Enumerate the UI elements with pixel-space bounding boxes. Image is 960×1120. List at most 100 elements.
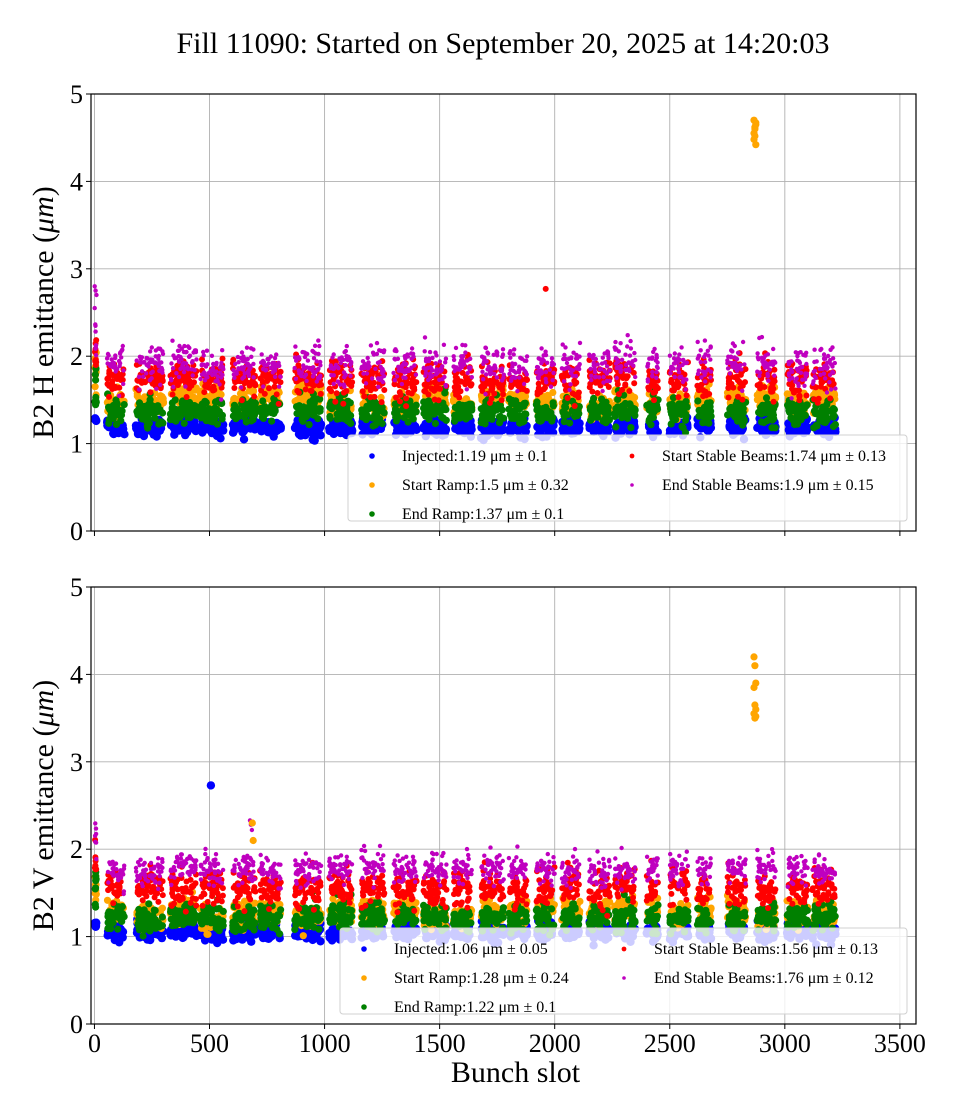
data-point xyxy=(430,368,435,373)
data-point xyxy=(600,388,605,394)
data-point xyxy=(649,356,655,361)
data-point xyxy=(332,398,339,405)
data-point xyxy=(676,366,681,371)
scatter-points xyxy=(90,322,840,445)
data-point xyxy=(789,359,794,364)
data-point xyxy=(169,361,174,366)
data-point xyxy=(645,377,650,382)
data-point xyxy=(571,420,580,429)
data-point xyxy=(272,374,278,379)
data-point xyxy=(443,382,448,388)
data-point xyxy=(188,382,195,389)
data-point xyxy=(632,350,637,356)
data-point xyxy=(411,354,416,359)
data-point xyxy=(120,343,126,349)
data-point xyxy=(624,408,632,416)
data-point xyxy=(275,400,282,407)
data-point xyxy=(631,363,636,368)
legend-item: End Stable Beams:1.9 μm ± 0.15 xyxy=(630,477,874,494)
data-point xyxy=(481,361,486,367)
data-point xyxy=(179,357,184,362)
data-point xyxy=(466,365,471,370)
data-point xyxy=(391,409,399,417)
data-point xyxy=(268,417,276,425)
data-point xyxy=(272,368,277,373)
data-point xyxy=(314,359,319,364)
data-point xyxy=(601,374,606,380)
data-point xyxy=(678,374,684,379)
data-point xyxy=(508,349,513,354)
data-point xyxy=(375,360,381,365)
data-point xyxy=(643,401,651,409)
data-point xyxy=(618,341,623,346)
data-point xyxy=(650,389,657,396)
data-point xyxy=(547,367,552,372)
data-point xyxy=(699,375,704,380)
data-point xyxy=(93,323,98,328)
data-point xyxy=(459,425,469,434)
data-point xyxy=(392,378,397,383)
data-point xyxy=(695,371,701,377)
data-point xyxy=(403,375,408,381)
data-point xyxy=(371,352,377,357)
data-point xyxy=(564,360,570,366)
data-point xyxy=(575,394,582,401)
data-point xyxy=(496,384,503,391)
data-point xyxy=(567,387,572,393)
data-point xyxy=(797,415,805,423)
data-point xyxy=(593,356,598,362)
data-point xyxy=(568,382,573,387)
data-point xyxy=(469,375,474,380)
data-point xyxy=(654,375,659,380)
outlier-point xyxy=(542,285,549,292)
data-point xyxy=(437,359,443,364)
data-point xyxy=(505,405,513,413)
data-point xyxy=(550,378,555,383)
data-point xyxy=(433,361,438,366)
data-point xyxy=(517,413,525,421)
data-point xyxy=(241,365,247,370)
data-point xyxy=(630,359,635,364)
data-point xyxy=(811,407,819,416)
data-point xyxy=(249,354,254,359)
data-point xyxy=(154,386,159,391)
data-point xyxy=(316,375,321,380)
data-point xyxy=(650,381,657,388)
data-point xyxy=(668,370,673,376)
data-point xyxy=(244,345,250,350)
data-point xyxy=(524,354,530,359)
data-point xyxy=(619,374,626,380)
data-point xyxy=(514,391,522,399)
data-point xyxy=(201,389,208,396)
data-point xyxy=(667,420,675,428)
data-point xyxy=(726,419,736,429)
data-point xyxy=(563,356,568,362)
data-point xyxy=(362,416,370,424)
data-point xyxy=(575,353,580,359)
data-point xyxy=(803,392,810,399)
data-point xyxy=(443,360,448,365)
data-point xyxy=(618,424,627,433)
data-point xyxy=(139,369,145,374)
data-point xyxy=(336,409,345,417)
legend-label: End Ramp:1.37 μm ± 0.1 xyxy=(402,506,564,523)
data-point xyxy=(698,348,703,353)
data-point xyxy=(595,362,600,367)
data-point xyxy=(798,370,804,375)
data-point xyxy=(818,347,823,353)
data-point xyxy=(828,347,833,352)
data-point xyxy=(201,406,209,414)
legend-label: End Stable Beams:1.9 μm ± 0.15 xyxy=(662,477,874,494)
data-point xyxy=(261,359,267,365)
data-point xyxy=(346,418,354,426)
data-point xyxy=(542,384,548,391)
data-point xyxy=(272,355,278,361)
data-point xyxy=(654,364,660,369)
data-point xyxy=(170,366,176,371)
data-point xyxy=(259,352,264,357)
data-point xyxy=(395,356,401,361)
data-point xyxy=(367,394,374,401)
data-point xyxy=(154,360,159,366)
data-point xyxy=(317,343,322,349)
